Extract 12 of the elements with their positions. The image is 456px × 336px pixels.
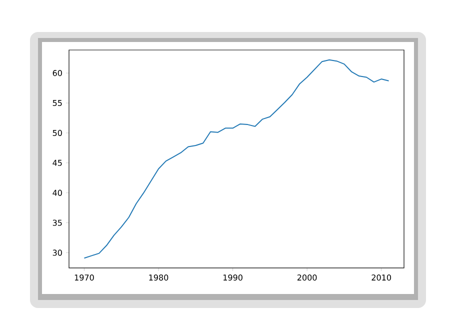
x-tick-label: 1980 [149,274,168,281]
y-tick-label: 45 [52,160,62,166]
x-tick-label: 2010 [372,274,391,281]
y-tick-label: 50 [52,130,62,136]
x-tick-label: 1990 [223,274,242,281]
y-tick-label: 30 [52,250,62,256]
x-tick-label: 1970 [74,274,94,281]
y-tick-label: 55 [52,100,62,106]
y-tick-label: 35 [52,220,62,226]
x-tick-label: 2000 [297,274,317,281]
y-tick-label: 60 [52,70,62,76]
y-tick-label: 40 [52,190,62,196]
